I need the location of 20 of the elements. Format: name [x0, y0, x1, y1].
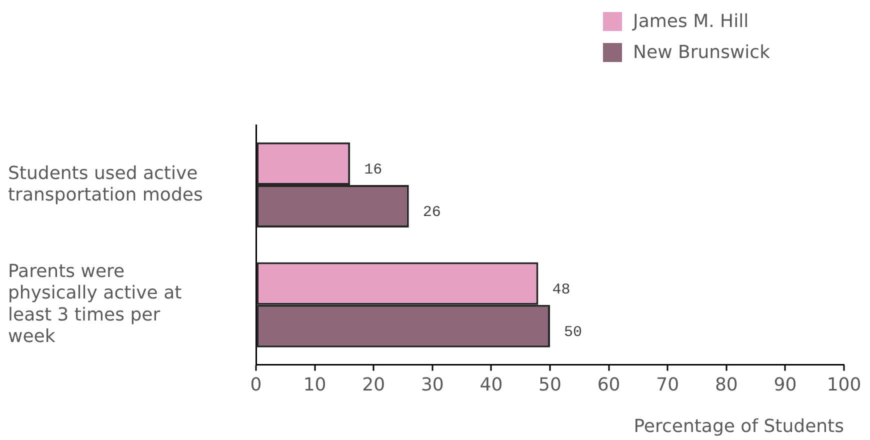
data-label: 16 [364, 162, 382, 179]
x-tick-label: 60 [597, 374, 620, 396]
data-label: 50 [564, 324, 582, 342]
x-tick-label: 30 [420, 374, 444, 396]
x-tick-label: 90 [774, 374, 797, 396]
y-tick-label: Students used active transportation modes [8, 162, 203, 206]
y-tick-label: Parents were physically active at least 3 times per week [8, 261, 182, 347]
x-tick-label: 20 [362, 374, 386, 396]
legend-label: James M. Hill [633, 11, 749, 32]
x-tick-label: 70 [656, 374, 680, 396]
x-tick-label: 10 [303, 374, 326, 396]
legend-label: New Brunswick [633, 42, 770, 63]
x-tick-label: 80 [714, 374, 738, 396]
x-tick-label: 100 [826, 374, 862, 396]
x-tick-label: 50 [538, 374, 562, 396]
x-tick-label: 40 [480, 374, 503, 396]
x-axis-title: Percentage of Students [634, 416, 844, 437]
data-label: 26 [422, 204, 441, 222]
data-label: 48 [552, 282, 570, 299]
x-tick-label: 0 [250, 374, 262, 396]
